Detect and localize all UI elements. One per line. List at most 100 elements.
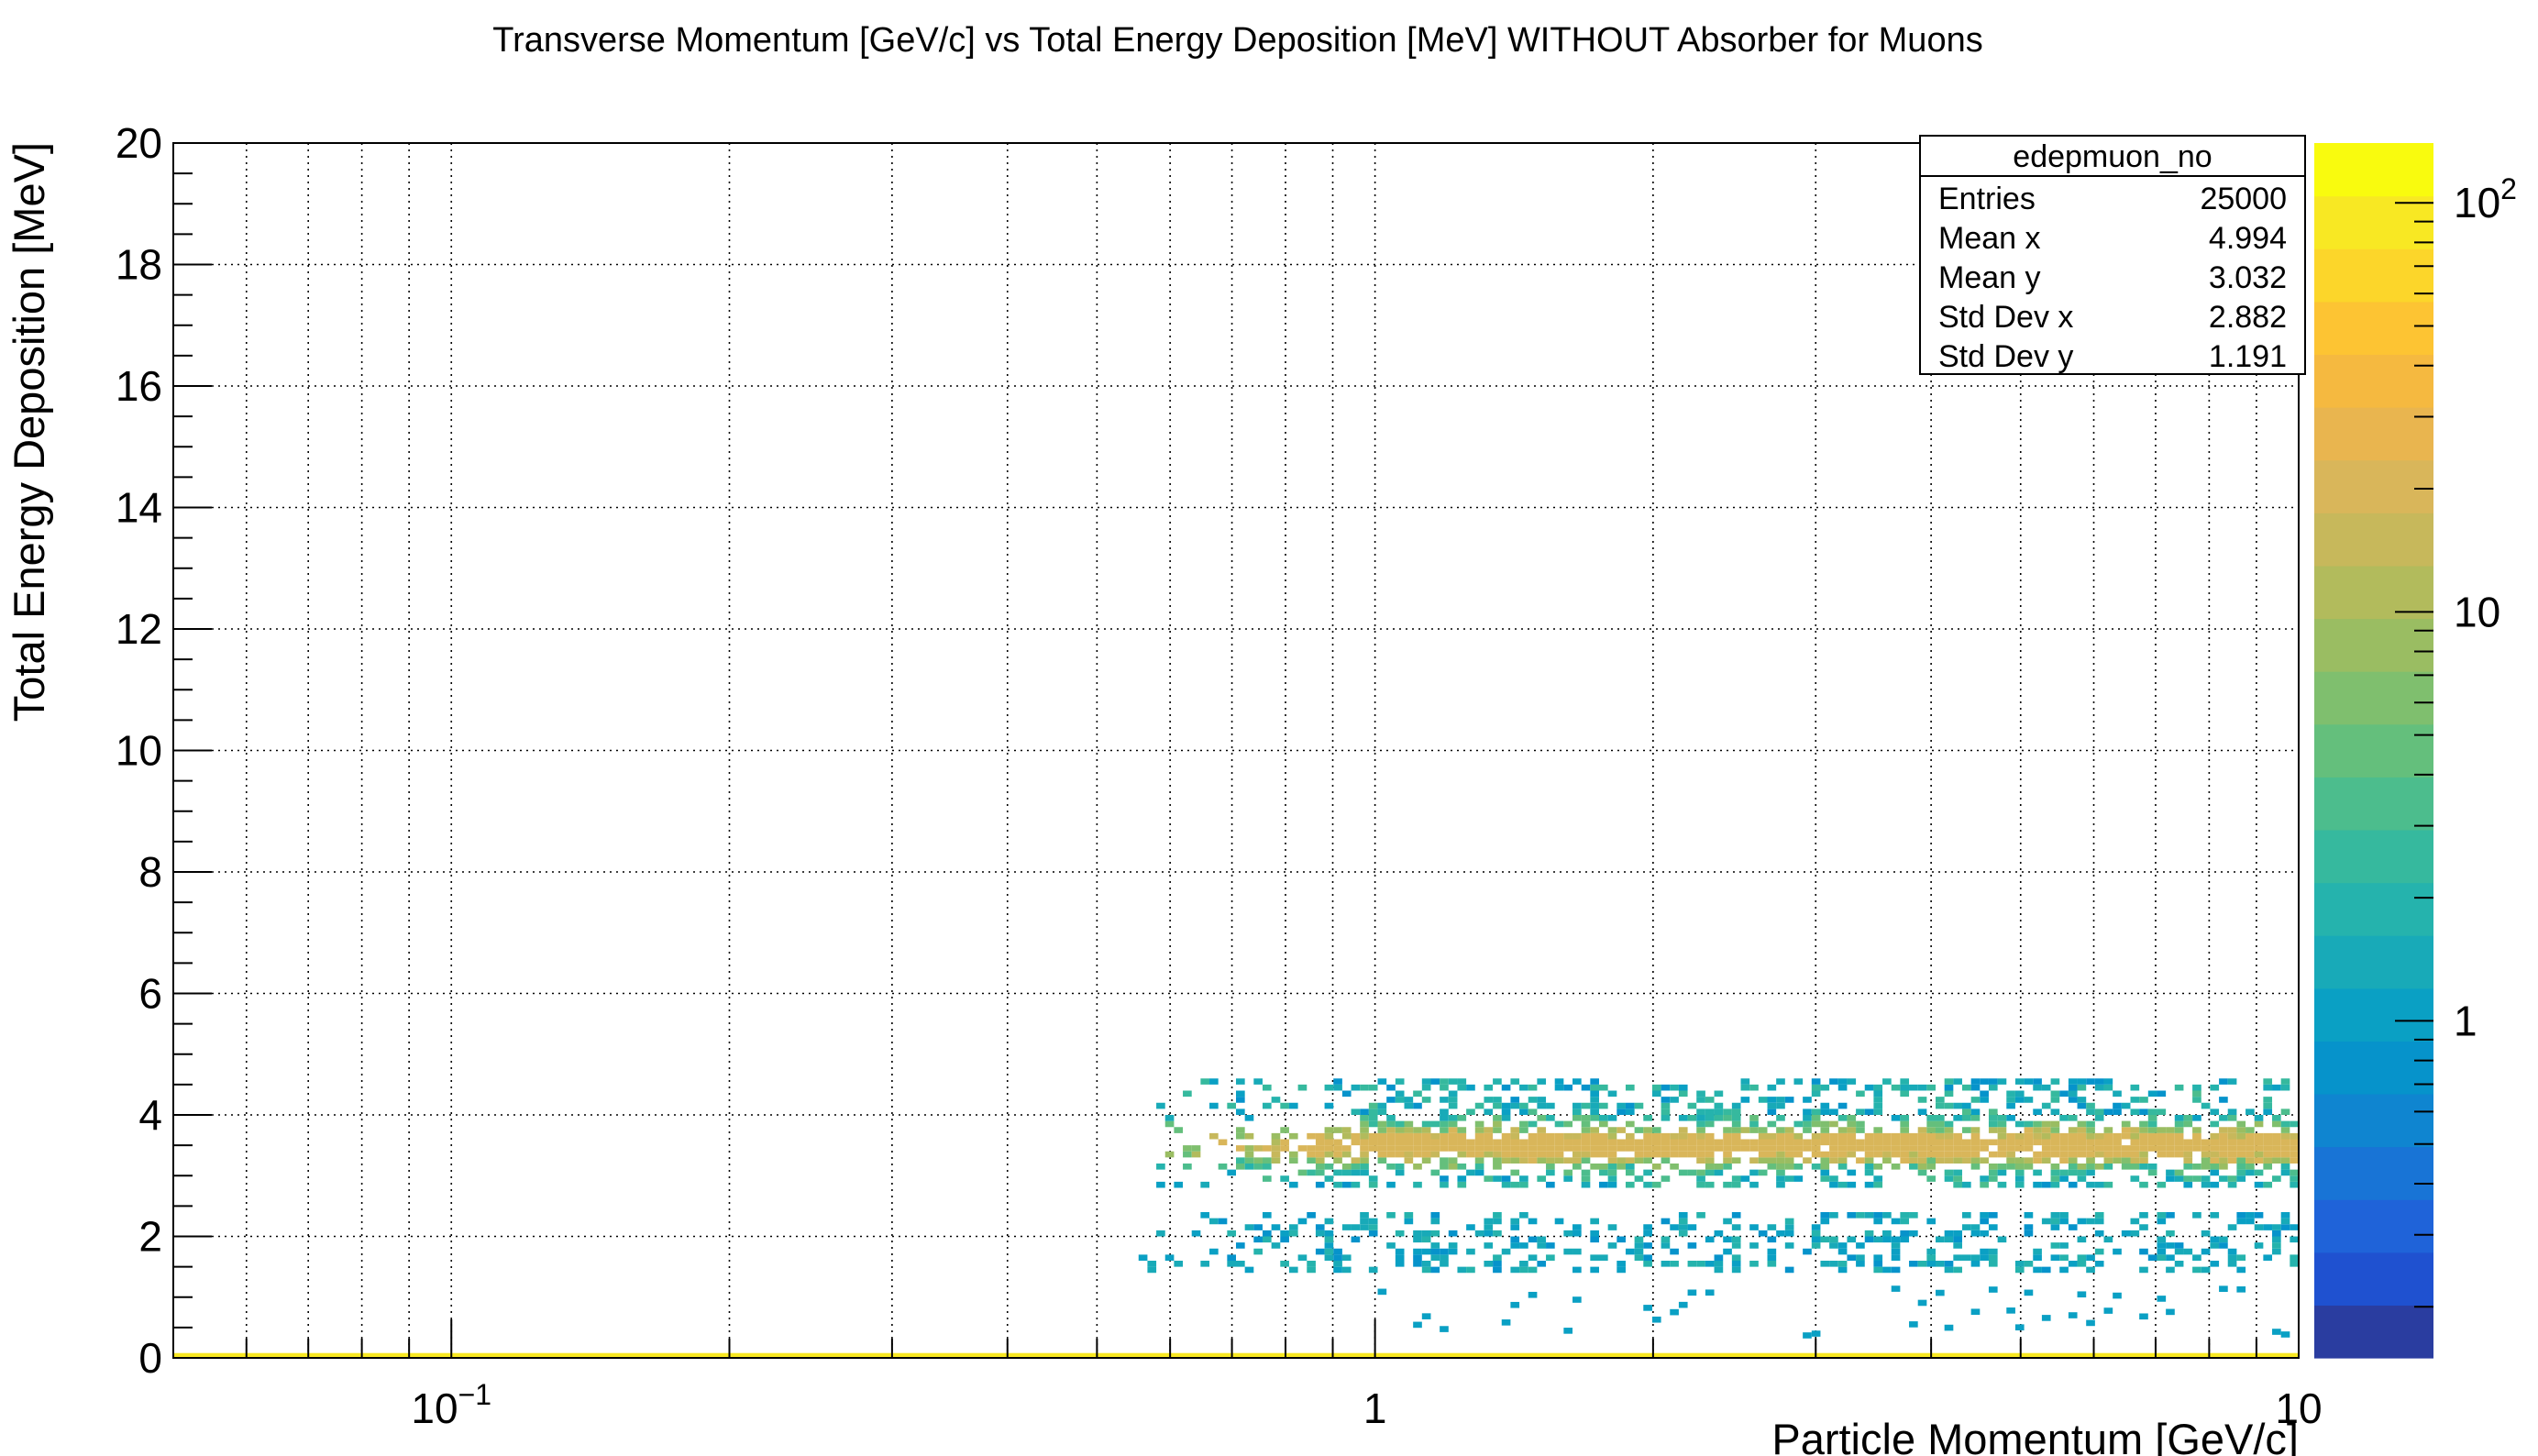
heatmap-cell [1873, 1127, 1883, 1133]
heatmap-cell [1324, 1218, 1334, 1225]
heatmap-cell [2086, 1102, 2095, 1109]
heatmap-cell [1696, 1181, 1705, 1188]
heatmap-cell [1386, 1120, 1396, 1128]
heatmap-cell [1767, 1261, 1777, 1267]
heatmap-cell [1493, 1157, 1502, 1164]
heatmap-cell [1368, 1109, 1378, 1115]
heatmap-cell [1917, 1299, 1927, 1307]
heatmap-cell [1288, 1224, 1298, 1230]
heatmap-cell [1341, 1145, 1352, 1152]
heatmap-cell [2263, 1078, 2273, 1085]
heatmap-cell [1661, 1151, 1671, 1158]
heatmap-cell [2219, 1127, 2228, 1133]
heatmap-cell [1687, 1261, 1697, 1267]
heatmap-cell [173, 1352, 2299, 1358]
heatmap-cell [1581, 1175, 1591, 1182]
heatmap-cell [1607, 1157, 1617, 1164]
heatmap-cell [2157, 1236, 2167, 1243]
heatmap-cell [2068, 1127, 2078, 1133]
heatmap-cell [2183, 1248, 2193, 1255]
heatmap-cell [1917, 1169, 1927, 1176]
heatmap-cell [1590, 1097, 1599, 1103]
heatmap-cell [2174, 1145, 2184, 1152]
heatmap-cell [2290, 1181, 2299, 1188]
heatmap-cell [1590, 1236, 1599, 1243]
heatmap-cell [1386, 1132, 1396, 1140]
heatmap-cell [2050, 1151, 2060, 1158]
heatmap-cell [1519, 1151, 1528, 1158]
heatmap-cell [1156, 1102, 1165, 1109]
heatmap-cell [1970, 1164, 1981, 1170]
heatmap-cell [2041, 1102, 2051, 1109]
heatmap-cell [2050, 1090, 2060, 1098]
heatmap-cell [2094, 1212, 2104, 1219]
heatmap-cell [1705, 1097, 1715, 1103]
heatmap-cell [1820, 1261, 1830, 1267]
heatmap-cell [2219, 1242, 2228, 1249]
heatmap-cell [1493, 1139, 1502, 1146]
heatmap-cell [2006, 1307, 2015, 1314]
heatmap-cell [1413, 1132, 1422, 1140]
heatmap-cell [1484, 1218, 1494, 1225]
heatmap-cell [1661, 1139, 1671, 1146]
heatmap-cell [1457, 1164, 1467, 1170]
heatmap-cell [1537, 1151, 1547, 1158]
heatmap-cell [1847, 1169, 1857, 1176]
heatmap-cell [1546, 1102, 1555, 1109]
heatmap-cell [1961, 1127, 1971, 1133]
heatmap-cell [1670, 1145, 1679, 1152]
heatmap-cell [1917, 1261, 1927, 1267]
heatmap-cell [1811, 1224, 1821, 1230]
heatmap-cell [1421, 1313, 1431, 1319]
heatmap-cell [1528, 1254, 1538, 1261]
heatmap-cell [1731, 1266, 1741, 1274]
heatmap-cell [1634, 1145, 1644, 1152]
heatmap-cell [1970, 1308, 1981, 1316]
heatmap-cell [1696, 1097, 1705, 1103]
heatmap-cell [1678, 1169, 1688, 1176]
heatmap-cell [1324, 1230, 1334, 1237]
heatmap-cell [1970, 1145, 1981, 1152]
heatmap-cell [1651, 1132, 1661, 1140]
heatmap-cell [1731, 1175, 1741, 1182]
heatmap-cell [1590, 1145, 1599, 1152]
y-tick-label: 10 [116, 727, 162, 775]
heatmap-cell [1537, 1127, 1547, 1133]
heatmap-cell [1767, 1102, 1777, 1109]
heatmap-cell [2121, 1151, 2131, 1158]
heatmap-cell [1820, 1109, 1830, 1115]
heatmap-cell [1837, 1157, 1848, 1164]
heatmap-cell [2086, 1109, 2095, 1115]
heatmap-cell [2094, 1109, 2104, 1115]
heatmap-cell [1546, 1181, 1555, 1188]
heatmap-cell [2147, 1120, 2157, 1128]
heatmap-cell [1953, 1181, 1962, 1188]
heatmap-cell [2033, 1139, 2042, 1146]
heatmap-cell [1528, 1151, 1538, 1158]
heatmap-cell [1705, 1261, 1715, 1267]
heatmap-cell [1315, 1230, 1325, 1237]
heatmap-cell [1776, 1078, 1785, 1085]
heatmap-cell [1970, 1224, 1981, 1230]
heatmap-cell [1386, 1084, 1396, 1091]
heatmap-cell [1430, 1145, 1440, 1152]
heatmap-cell [1847, 1127, 1857, 1133]
heatmap-cell [1882, 1230, 1892, 1237]
heatmap-cell [1484, 1145, 1494, 1152]
heatmap-cell [1856, 1145, 1865, 1152]
heatmap-cell [1324, 1175, 1334, 1182]
heatmap-cell [1341, 1169, 1352, 1176]
heatmap-cell [1882, 1078, 1892, 1085]
heatmap-cell [1466, 1145, 1475, 1152]
heatmap-cell [1377, 1145, 1387, 1152]
heatmap-cell [1440, 1109, 1449, 1115]
heatmap-cell [1360, 1115, 1369, 1121]
heatmap-cell [1554, 1145, 1564, 1152]
heatmap-cell [1705, 1109, 1715, 1115]
heatmap-cell [1404, 1132, 1414, 1140]
heatmap-cell [1758, 1151, 1768, 1158]
heatmap-cell [2201, 1248, 2211, 1255]
heatmap-cell [1227, 1169, 1236, 1176]
heatmap-cell [1793, 1132, 1804, 1140]
